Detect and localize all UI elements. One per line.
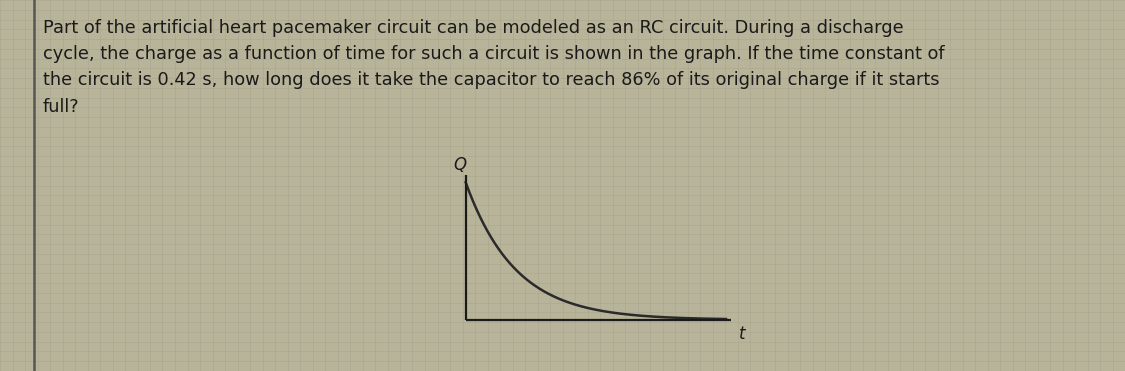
Text: Part of the artificial heart pacemaker circuit can be modeled as an RC circuit. : Part of the artificial heart pacemaker c… (43, 19, 944, 116)
Text: t: t (739, 325, 746, 343)
Text: Q: Q (453, 156, 467, 174)
